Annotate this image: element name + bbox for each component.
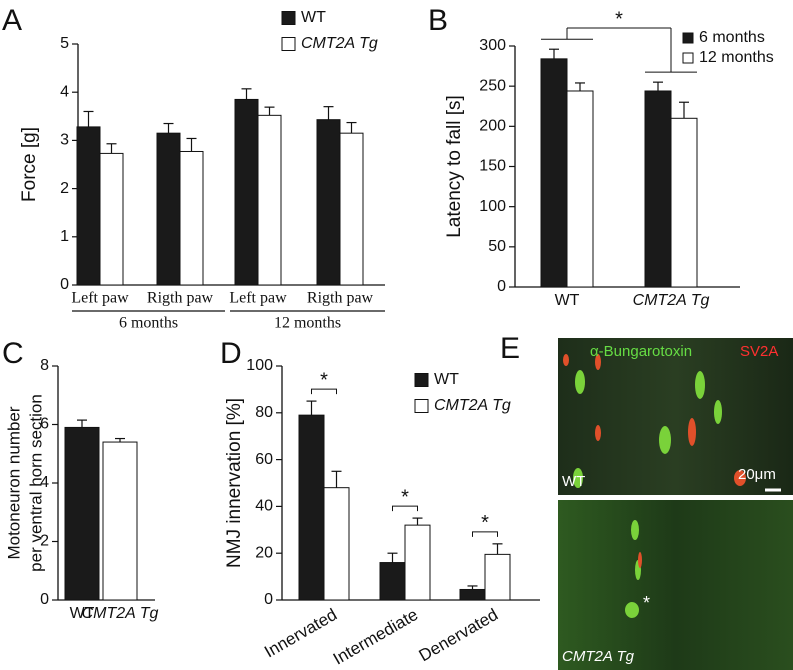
bracket xyxy=(392,505,418,512)
y-tick-label: 250 xyxy=(479,77,506,94)
bar xyxy=(379,562,406,601)
x-tick-label: Intermediate xyxy=(330,605,421,669)
y-tick-label: 5 xyxy=(60,35,69,52)
bar xyxy=(64,426,100,601)
legend-label: CMT2A Tg xyxy=(301,35,378,52)
group-label: 12 months xyxy=(274,315,341,332)
bracket xyxy=(472,531,498,537)
x-tick-label: WT xyxy=(555,292,580,309)
bar xyxy=(102,441,138,601)
bar xyxy=(339,132,364,286)
y-tick-label: 0 xyxy=(264,591,273,608)
bar xyxy=(99,152,124,286)
x-tick-label: Denervated xyxy=(416,605,502,665)
bar xyxy=(257,114,282,286)
legend-label: WT xyxy=(434,371,459,388)
y-tick-label: 6 xyxy=(40,416,49,433)
panel-letter: D xyxy=(220,337,242,370)
bar xyxy=(644,90,672,288)
legend-label: 6 months xyxy=(699,29,765,46)
y-tick-label: 3 xyxy=(60,132,69,149)
y-tick-label: 50 xyxy=(488,238,506,255)
y-tick-label: 60 xyxy=(255,451,273,468)
y-tick-label: 4 xyxy=(40,474,49,491)
y-tick-label: 150 xyxy=(479,158,506,175)
y-tick-label: 0 xyxy=(60,276,69,293)
x-tick-label: WT xyxy=(70,605,95,622)
bar xyxy=(540,58,568,288)
significance: * xyxy=(401,486,409,508)
y-axis-label: NMJ innervation [%] xyxy=(224,398,245,568)
legend-label: 12 months xyxy=(699,49,774,66)
y-axis-label: Motoneuron number xyxy=(4,406,23,559)
legend-swatch xyxy=(281,37,296,51)
legend-label: CMT2A Tg xyxy=(434,397,511,414)
bar xyxy=(323,487,350,601)
marker: * xyxy=(643,593,650,613)
bracket xyxy=(311,388,337,395)
y-tick-label: 100 xyxy=(479,198,506,215)
y-tick-label: 1 xyxy=(60,228,69,245)
y-axis-label: Force [g] xyxy=(19,127,40,202)
x-tick-label: Rigth paw xyxy=(147,290,214,307)
x-tick-label: Rigth paw xyxy=(307,290,374,307)
y-tick-label: 200 xyxy=(479,118,506,135)
y-tick-label: 0 xyxy=(40,591,49,608)
bar xyxy=(566,90,594,288)
image-label: CMT2A Tg xyxy=(562,648,635,665)
x-tick-label: Left paw xyxy=(71,290,129,307)
legend-swatch xyxy=(414,373,429,387)
legend-swatch xyxy=(682,32,694,44)
image-label: WT xyxy=(562,473,585,490)
y-axis-label: Latency to fall [s] xyxy=(444,95,465,238)
stain-label: SV2A xyxy=(740,343,778,360)
significance: * xyxy=(615,8,623,30)
y-tick-label: 80 xyxy=(255,404,273,421)
legend-swatch xyxy=(414,399,429,413)
y-tick-label: 300 xyxy=(479,37,506,54)
y-tick-label: 40 xyxy=(255,498,273,515)
y-axis-label: per ventral horn section xyxy=(26,394,45,572)
bar xyxy=(404,524,431,601)
significance: * xyxy=(481,512,489,534)
legend-swatch xyxy=(682,52,694,64)
x-tick-label: CMT2A Tg xyxy=(82,605,159,622)
scale-label: 20μm xyxy=(738,466,776,483)
panel-letter: C xyxy=(2,337,24,370)
bar xyxy=(234,98,259,286)
y-tick-label: 0 xyxy=(497,278,506,295)
bar xyxy=(156,132,181,286)
panel-letter: E xyxy=(500,332,520,365)
stain-label: α-Bungarotoxin xyxy=(590,343,692,360)
bar xyxy=(459,588,486,601)
y-tick-label: 8 xyxy=(40,357,49,374)
bar xyxy=(179,150,204,286)
y-tick-label: 2 xyxy=(60,180,69,197)
y-tick-label: 4 xyxy=(60,83,69,100)
significance: * xyxy=(320,369,328,391)
y-tick-label: 100 xyxy=(246,357,273,374)
legend-swatch xyxy=(281,11,296,25)
legend-label: WT xyxy=(301,9,326,26)
bar xyxy=(484,553,511,601)
panel-letter: A xyxy=(2,4,22,37)
bar xyxy=(298,414,325,601)
bar xyxy=(76,126,101,286)
x-tick-label: Innervated xyxy=(261,605,340,662)
panel-letter: B xyxy=(428,4,448,37)
group-label: 6 months xyxy=(119,315,178,332)
x-tick-label: CMT2A Tg xyxy=(633,292,710,309)
y-tick-label: 2 xyxy=(40,533,49,550)
y-tick-label: 20 xyxy=(255,544,273,561)
micrograph xyxy=(558,338,793,670)
bar xyxy=(670,117,698,288)
bar xyxy=(316,119,341,286)
x-tick-label: Left paw xyxy=(229,290,287,307)
